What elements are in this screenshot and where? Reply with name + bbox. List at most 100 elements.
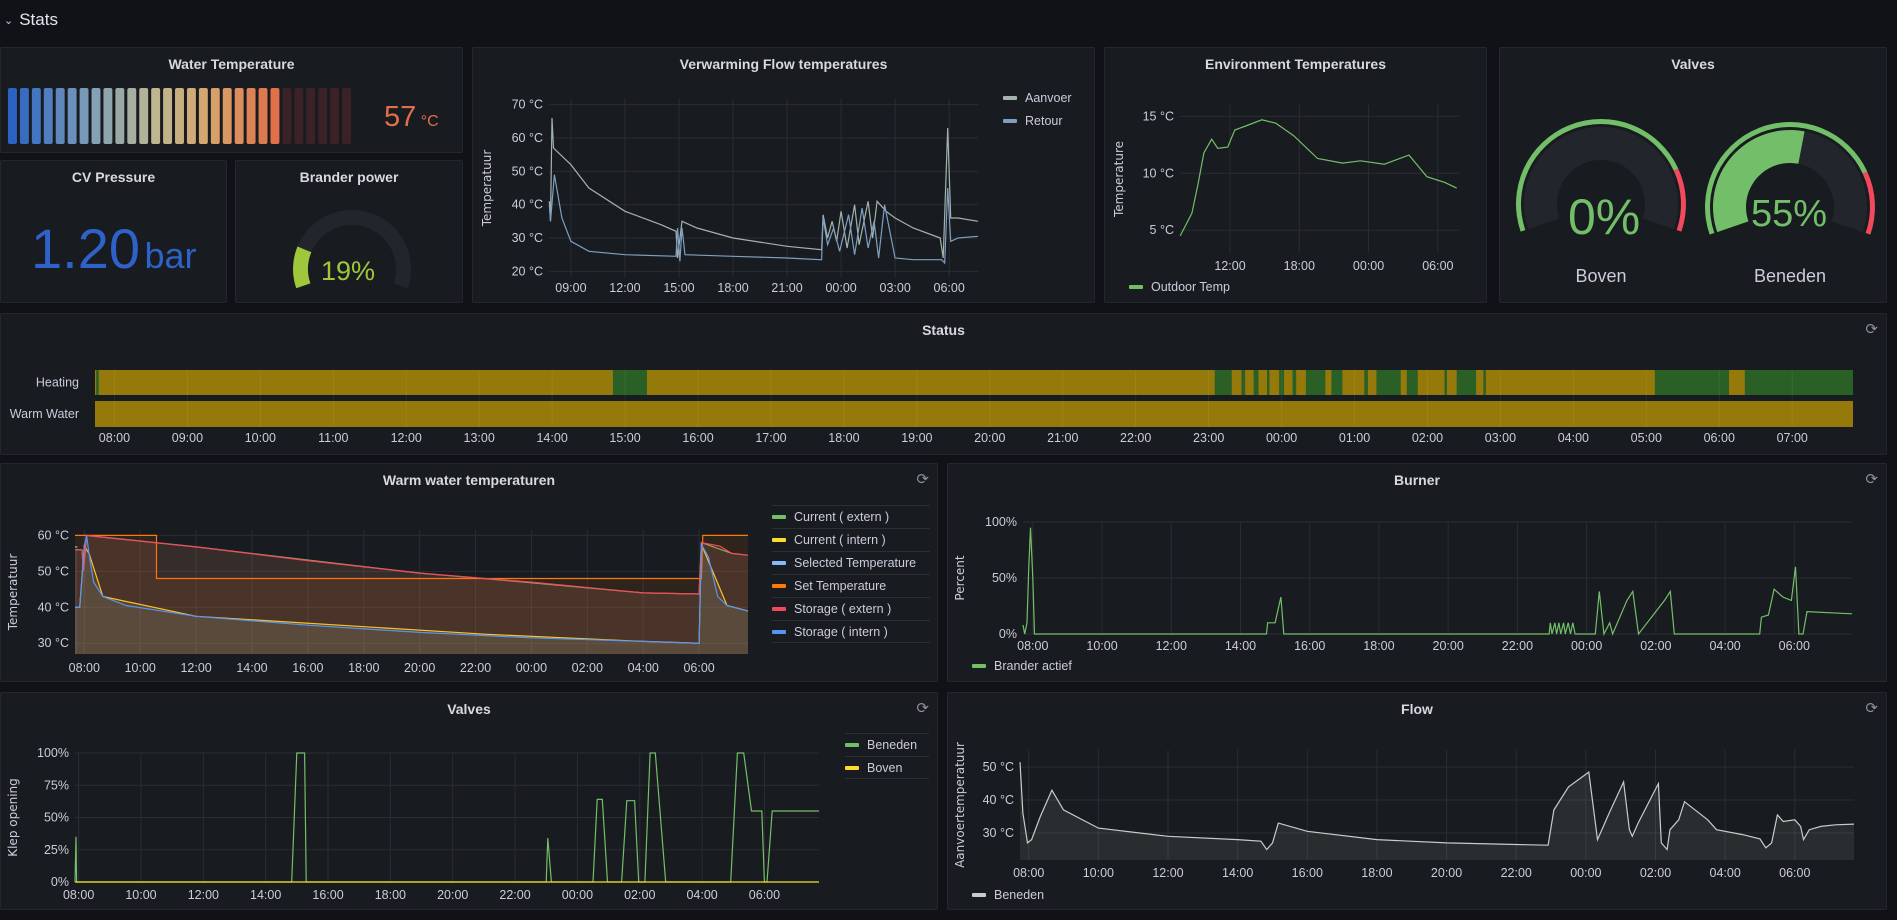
legend-item[interactable]: Storage ( intern ) [772,620,930,643]
legend-item[interactable]: Storage ( extern ) [772,597,930,620]
bar-segment [103,88,113,144]
x-tick-label: 13:00 [464,431,495,445]
legend-item[interactable]: Beneden [972,883,1044,906]
bar-segment [222,88,232,144]
y-tick-label: 60 °C [512,131,543,145]
y-tick-label: 0% [999,627,1017,641]
bar-segment [258,88,268,144]
x-tick-label: 08:00 [69,661,100,675]
legend-item[interactable]: Retour [1003,109,1072,132]
legend-item[interactable]: Boven [845,756,929,779]
state-segment [96,370,99,395]
series-line-beneden [74,752,819,883]
y-axis-label: Percent [953,555,967,600]
x-tick-label: 02:00 [1640,866,1671,880]
series-line-aanvoer [548,117,979,259]
bar-segment [91,88,101,144]
legend-swatch [972,892,986,897]
x-tick-label: 14:00 [1222,866,1253,880]
y-axis-label: Aanvoertemperatuur [953,742,967,868]
row-stats-toggle[interactable]: ⌄ Stats [4,10,58,30]
bar-segment [115,88,125,144]
x-tick-label: 10:00 [245,431,276,445]
refresh-icon[interactable]: ⟳ [1865,471,1878,488]
refresh-icon[interactable]: ⟳ [916,471,929,488]
x-tick-label: 14:00 [250,888,281,902]
gauge [293,210,411,289]
legend-item[interactable]: Current ( extern ) [772,505,930,528]
water-temperature-value: 57 °C [384,101,439,134]
brander-power-value: 19% [321,256,376,286]
x-tick-label: 06:00 [1704,431,1735,445]
state-segment [1241,370,1246,395]
refresh-icon[interactable]: ⟳ [916,700,929,717]
x-tick-label: 16:00 [682,431,713,445]
legend-item[interactable]: Current ( intern ) [772,528,930,551]
value-number: 57 [384,101,417,133]
gauge-value-arc [293,246,312,289]
refresh-icon[interactable]: ⟳ [1865,700,1878,717]
x-tick-label: 20:00 [1433,639,1464,653]
line-chart: 0% 25% 50% 75% 100% 08:00 10:00 12:00 14:00 16:00… [6,746,819,902]
y-axis-label: Temperature [1112,141,1126,218]
y-axis-label: Temperatuur [480,150,494,228]
bar-segment [282,88,292,144]
legend-item[interactable]: Set Temperature [772,574,930,597]
y-tick-label: 100% [37,746,69,760]
panel-valves-gauges: Valves 0% 55% Boven Beneden [1499,47,1887,303]
bar-segment [139,88,149,144]
panel-title: Water Temperature [168,56,295,72]
state-segment [1444,370,1447,395]
x-tick-label: 04:00 [1710,866,1741,880]
x-tick-label: 22:00 [1501,866,1532,880]
bar-segment [43,88,53,144]
state-segment [1267,370,1270,395]
x-tick-label: 00:00 [516,661,547,675]
state-segment [1253,370,1259,395]
panel-water-temperature: Water Temperature 57 °C [0,47,463,153]
line-chart: 0% 50% 100% 08:00 10:00 12:00 14:00 16:00 18:00 2… [953,515,1853,653]
refresh-icon[interactable]: ⟳ [1865,321,1878,338]
bar-segment [198,88,208,144]
bar-segment [67,88,77,144]
legend-swatch [972,663,986,668]
legend-item[interactable]: Selected Temperature [772,551,930,574]
x-tick-label: 08:00 [99,431,130,445]
panel-valves-chart: Valves ⟳ 0% 25% 50% 75% 100% 08:00 10:00 12:00 1… [0,692,938,910]
legend-item[interactable]: Brander actief [972,654,1072,677]
legend-label: Current ( intern ) [794,533,886,547]
bar-segment [234,88,244,144]
bar-segment [342,88,351,144]
legend-item[interactable]: Beneden [845,733,929,756]
x-tick-label: 07:00 [1777,431,1808,445]
legend: Outdoor Temp [1129,275,1230,298]
legend-swatch [772,607,786,611]
y-tick-label: 50% [992,571,1017,585]
legend: Current ( extern ) Current ( intern ) Sele… [772,505,930,643]
state-bar-heating [95,370,1853,395]
series-line-brander-actief [1022,527,1853,637]
x-tick-label: 20:00 [1431,866,1462,880]
legend-label: Storage ( extern ) [794,602,892,616]
x-tick-label: 21:00 [771,281,802,295]
x-tick-label: 18:00 [375,888,406,902]
state-segment [1292,370,1297,395]
legend-label: Current ( extern ) [794,510,890,524]
series-line-storage-intern- [75,535,749,644]
x-tick-label: 00:00 [1571,639,1602,653]
x-tick-label: 10:00 [125,888,156,902]
series-line-beneden [1019,762,1855,851]
x-tick-label: 12:00 [391,431,422,445]
state-segment [1406,370,1418,395]
y-tick-label: 60 °C [38,528,69,542]
y-axis-label: Temperatuur [6,554,20,632]
x-tick-label: 00:00 [1570,866,1601,880]
state-timeline: 08:00 09:00 10:00 11:00 12:00 13:00 14:00 15:00… [10,370,1853,445]
row-title: Stats [19,10,58,29]
series-line-storage-extern- [75,534,749,595]
bar-segment [306,88,316,144]
panel-title: Status [922,322,965,338]
series-line-set-temperature [75,534,748,580]
legend-item[interactable]: Aanvoer [1003,86,1072,109]
legend-item[interactable]: Outdoor Temp [1129,275,1230,298]
